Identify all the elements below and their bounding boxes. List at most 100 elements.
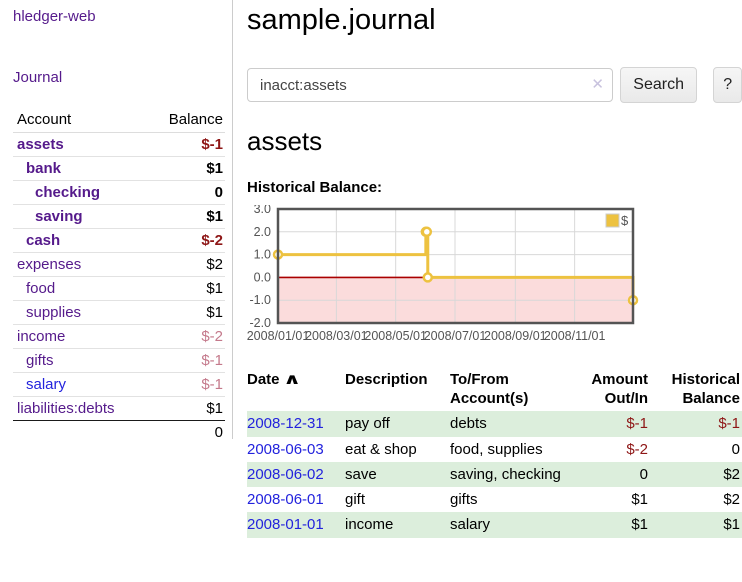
register-header-accounts: To/From Account(s) xyxy=(450,371,529,408)
account-balance: $-1 xyxy=(147,372,225,397)
help-button[interactable]: ? xyxy=(713,67,742,103)
account-row: expenses $2 xyxy=(13,252,225,277)
account-link[interactable]: bank xyxy=(26,160,62,177)
chart-ytick-label: 0.0 xyxy=(254,270,271,284)
transaction-row[interactable]: 2008-01-01 income salary $1 $1 xyxy=(247,512,742,538)
account-row: saving $1 xyxy=(13,204,225,229)
chart-ytick-label: 3.0 xyxy=(254,205,271,216)
clear-search-icon[interactable]: ✕ xyxy=(591,76,604,93)
sidebar: hledger-web Journal Account Balance asse… xyxy=(0,0,233,441)
txn-description: pay off xyxy=(345,415,390,433)
txn-amount: $1 xyxy=(631,516,648,534)
register-header-balance: Historical Balance xyxy=(671,371,740,408)
txn-balance: $1 xyxy=(723,516,740,534)
account-balance: $-1 xyxy=(147,132,225,157)
txn-date-cell: 2008-12-31 xyxy=(247,411,345,436)
txn-accounts: salary xyxy=(450,516,491,534)
account-link[interactable]: expenses xyxy=(17,256,82,273)
chart-ytick-label: -2.0 xyxy=(249,316,271,330)
txn-date-link[interactable]: 2008-01-01 xyxy=(247,516,324,534)
txn-amount: 0 xyxy=(639,465,648,483)
chart-data-point xyxy=(421,226,433,238)
transaction-row[interactable]: 2008-06-01 gift gifts $1 $2 xyxy=(247,487,742,512)
search-bar: ✕ Search ? xyxy=(247,67,742,103)
account-balance: $-2 xyxy=(147,324,225,349)
txn-date-link[interactable]: 2008-06-03 xyxy=(247,440,324,458)
account-link[interactable]: liabilities:debts xyxy=(17,400,115,417)
register-header-row: Date ∧ Description To/From Account(s) Amo… xyxy=(247,368,742,411)
accounts-table: Account Balance assets $-1 bank $1 checking 0… xyxy=(13,108,225,444)
account-row: liabilities:debts $1 xyxy=(13,396,225,421)
account-row: cash $-2 xyxy=(13,228,225,253)
account-row: checking 0 xyxy=(13,180,225,205)
chart-xtick-label: 2008/09/01 xyxy=(484,329,547,343)
search-button[interactable]: Search xyxy=(620,67,698,103)
account-balance: $1 xyxy=(147,156,225,181)
txn-balance: 0 xyxy=(731,440,740,458)
txn-date-cell: 2008-06-02 xyxy=(247,462,345,487)
account-row: supplies $1 xyxy=(13,300,225,325)
txn-description: save xyxy=(345,465,377,483)
chart-title: Historical Balance: xyxy=(247,179,383,196)
account-link[interactable]: food xyxy=(26,280,56,297)
page-title: sample.journal xyxy=(247,4,436,36)
account-link[interactable]: gifts xyxy=(26,352,54,369)
accounts-header-balance: Balance xyxy=(147,108,225,133)
txn-amount: $-2 xyxy=(626,440,648,458)
historical-balance-chart[interactable]: $3.0 2.0 1.0 0.0 -1.0 -2.02008/01/012008/03/0… xyxy=(247,205,742,351)
txn-description: gift xyxy=(345,491,366,509)
txn-balance: $2 xyxy=(723,465,740,483)
txn-date-link[interactable]: 2008-12-31 xyxy=(247,415,324,433)
account-row: bank $1 xyxy=(13,156,225,181)
txn-date-link[interactable]: 2008-06-02 xyxy=(247,465,324,483)
account-link[interactable]: supplies xyxy=(26,304,82,321)
txn-accounts: food, supplies xyxy=(450,440,543,458)
accounts-total-value: 0 xyxy=(214,424,223,441)
sort-asc-icon: ∧ xyxy=(282,371,301,388)
accounts-header-account: Account xyxy=(13,108,148,133)
chart-xtick-label: 2008/03/01 xyxy=(305,329,368,343)
txn-amount: $1 xyxy=(631,491,648,509)
transaction-row[interactable]: 2008-06-03 eat & shop food, supplies $-2 0 xyxy=(247,437,742,462)
txn-accounts: gifts xyxy=(450,491,478,509)
account-link[interactable]: income xyxy=(17,328,66,345)
account-row: assets $-1 xyxy=(13,132,225,157)
accounts-header-row: Account Balance xyxy=(13,108,225,133)
account-link[interactable]: cash xyxy=(26,232,61,249)
txn-amount: $-1 xyxy=(626,415,648,433)
app-brand-link[interactable]: hledger-web xyxy=(13,8,96,25)
register-table: Date ∧ Description To/From Account(s) Amo… xyxy=(247,368,742,538)
chart-xtick-label: 2008/11/01 xyxy=(544,329,606,343)
register-header-description: Description xyxy=(345,371,428,388)
main-content: sample.journal ✕ Search ? assets Histori… xyxy=(247,0,742,538)
chart-border xyxy=(276,207,635,325)
txn-date-link[interactable]: 2008-06-01 xyxy=(247,491,324,509)
account-balance: $2 xyxy=(147,252,225,277)
txn-balance: $-1 xyxy=(718,415,740,433)
txn-date-cell: 2008-01-01 xyxy=(247,512,345,537)
txn-description: eat & shop xyxy=(345,440,417,458)
sidebar-item-journal[interactable]: Journal xyxy=(13,69,63,86)
register-header-date[interactable]: Date ∧ xyxy=(247,371,301,388)
account-row: gifts $-1 xyxy=(13,348,225,373)
chart-legend-swatch xyxy=(605,213,620,228)
search-input[interactable] xyxy=(247,68,613,102)
account-link[interactable]: checking xyxy=(35,184,101,201)
chart-xtick-label: 2008/05/01 xyxy=(364,329,427,343)
account-balance: $-1 xyxy=(147,348,225,373)
account-row: income $-2 xyxy=(13,324,225,349)
account-link[interactable]: assets xyxy=(17,136,64,153)
chart-ytick-label: 2.0 xyxy=(254,225,271,239)
chart-ytick-label: 1.0 xyxy=(254,248,271,262)
account-link[interactable]: salary xyxy=(26,376,67,393)
account-balance: $1 xyxy=(147,204,225,229)
transaction-row[interactable]: 2008-12-31 pay off debts $-1 $-1 xyxy=(247,411,742,437)
txn-date-cell: 2008-06-03 xyxy=(247,437,345,462)
chart-ytick-label: -1.0 xyxy=(249,293,271,307)
account-balance: $1 xyxy=(147,300,225,325)
account-balance: $1 xyxy=(147,276,225,301)
transaction-row[interactable]: 2008-06-02 save saving, checking 0 $2 xyxy=(247,461,742,488)
account-balance: $-2 xyxy=(147,228,225,253)
account-link[interactable]: saving xyxy=(35,208,83,225)
chart-legend-label: $ xyxy=(621,213,629,228)
